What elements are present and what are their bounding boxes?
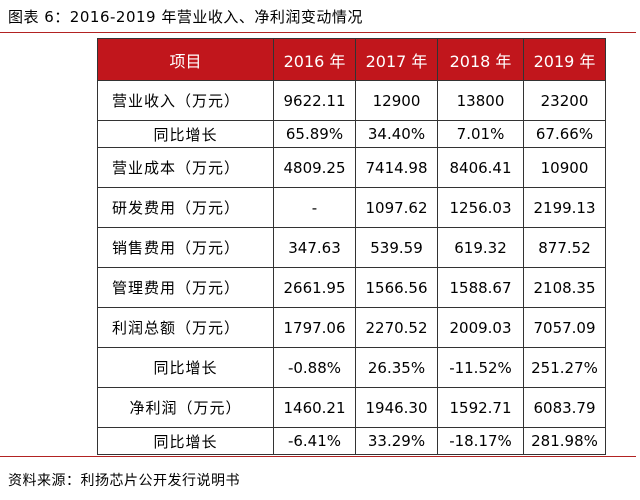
table-cell: 1256.03: [437, 187, 524, 228]
table-row: 同比增长 -6.41% 33.29% -18.17% 281.98%: [97, 427, 606, 455]
table-cell: 1797.06: [273, 307, 356, 348]
table-row: 净利润（万元） 1460.21 1946.30 1592.71 6083.79: [97, 387, 606, 428]
table-row: 营业成本（万元） 4809.25 7414.98 8406.41 10900: [97, 147, 606, 188]
table-row: 研发费用（万元） - 1097.62 1256.03 2199.13: [97, 187, 606, 228]
table-cell: 33.29%: [355, 427, 438, 455]
table-cell: 12900: [355, 80, 438, 121]
table-cell: 347.63: [273, 227, 356, 268]
table-cell: 2199.13: [523, 187, 606, 228]
table-cell: -11.52%: [437, 347, 524, 388]
table-cell: 9622.11: [273, 80, 356, 121]
table-cell: 67.66%: [523, 120, 606, 148]
table-cell: 281.98%: [523, 427, 606, 455]
table-cell: -0.88%: [273, 347, 356, 388]
row-label: 管理费用（万元）: [97, 267, 274, 308]
table-cell: 34.40%: [355, 120, 438, 148]
row-label: 营业收入（万元）: [97, 80, 274, 121]
table-cell: -18.17%: [437, 427, 524, 455]
table-cell: 619.32: [437, 227, 524, 268]
table-cell: -6.41%: [273, 427, 356, 455]
row-label: 销售费用（万元）: [97, 227, 274, 268]
header-2018: 2018 年: [437, 38, 524, 81]
source-note: 资料来源：利扬芯片公开发行说明书: [8, 473, 240, 489]
table-cell: 2270.52: [355, 307, 438, 348]
row-label: 同比增长: [97, 120, 274, 148]
table-cell: 6083.79: [523, 387, 606, 428]
row-label: 同比增长: [97, 427, 274, 455]
table-cell: 2108.35: [523, 267, 606, 308]
table-cell: 7414.98: [355, 147, 438, 188]
table-cell: 2009.03: [437, 307, 524, 348]
title-divider: [0, 32, 636, 33]
table-cell: 1946.30: [355, 387, 438, 428]
table-cell: 2661.95: [273, 267, 356, 308]
table-cell: 10900: [523, 147, 606, 188]
table-cell: 539.59: [355, 227, 438, 268]
table-cell: 877.52: [523, 227, 606, 268]
table-cell: 13800: [437, 80, 524, 121]
table-cell: 1588.67: [437, 267, 524, 308]
table-cell: 1566.56: [355, 267, 438, 308]
row-label: 研发费用（万元）: [97, 187, 274, 228]
table-cell: 23200: [523, 80, 606, 121]
financial-table: 项目 2016 年 2017 年 2018 年 2019 年 营业收入（万元） …: [97, 38, 606, 455]
table-row: 管理费用（万元） 2661.95 1566.56 1588.67 2108.35: [97, 267, 606, 308]
table-cell: 7057.09: [523, 307, 606, 348]
table-row: 营业收入（万元） 9622.11 12900 13800 23200: [97, 80, 606, 121]
table-cell: 8406.41: [437, 147, 524, 188]
header-item: 项目: [97, 38, 274, 81]
table-cell: 65.89%: [273, 120, 356, 148]
table-cell: 4809.25: [273, 147, 356, 188]
table-cell: 1097.62: [355, 187, 438, 228]
table-row: 同比增长 65.89% 34.40% 7.01% 67.66%: [97, 120, 606, 148]
table-cell: 251.27%: [523, 347, 606, 388]
table-row: 利润总额（万元） 1797.06 2270.52 2009.03 7057.09: [97, 307, 606, 348]
table-cell: 7.01%: [437, 120, 524, 148]
figure-title: 图表 6：2016-2019 年营业收入、净利润变动情况: [8, 8, 363, 26]
header-2017: 2017 年: [355, 38, 438, 81]
row-label: 净利润（万元）: [97, 387, 274, 428]
table-cell: 1460.21: [273, 387, 356, 428]
table-cell: 1592.71: [437, 387, 524, 428]
row-label: 利润总额（万元）: [97, 307, 274, 348]
header-2019: 2019 年: [523, 38, 606, 81]
header-2016: 2016 年: [273, 38, 356, 81]
table-cell: 26.35%: [355, 347, 438, 388]
row-label: 同比增长: [97, 347, 274, 388]
table-row: 同比增长 -0.88% 26.35% -11.52% 251.27%: [97, 347, 606, 388]
table-cell: -: [273, 187, 356, 228]
table-header-row: 项目 2016 年 2017 年 2018 年 2019 年: [97, 38, 606, 81]
row-label: 营业成本（万元）: [97, 147, 274, 188]
source-divider: [0, 456, 636, 457]
table-row: 销售费用（万元） 347.63 539.59 619.32 877.52: [97, 227, 606, 268]
